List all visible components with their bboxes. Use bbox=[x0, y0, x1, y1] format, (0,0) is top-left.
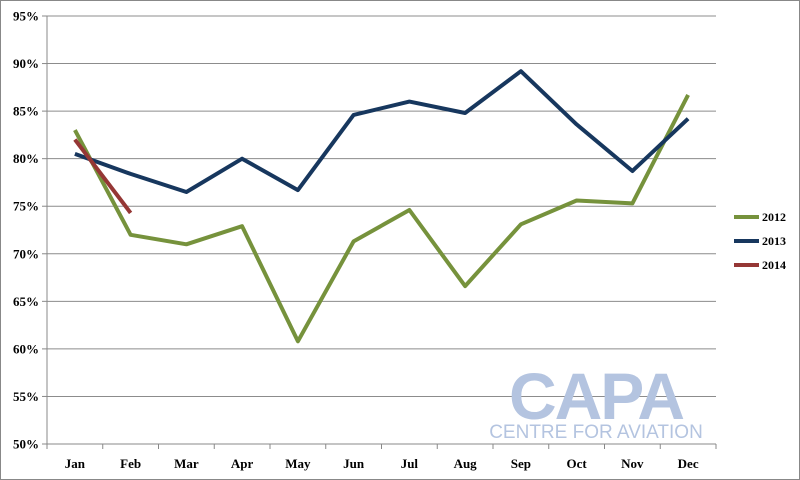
legend: 2012 2013 2014 bbox=[734, 210, 786, 272]
y-tick-label: 75% bbox=[13, 199, 39, 214]
watermark-logo: CAPA bbox=[509, 359, 683, 433]
x-tick-label: Oct bbox=[567, 456, 588, 471]
y-tick-label: 70% bbox=[13, 246, 39, 261]
y-tick-label: 65% bbox=[13, 294, 39, 309]
x-tick-label: May bbox=[285, 456, 311, 471]
y-tick-label: 80% bbox=[13, 151, 39, 166]
gridlines bbox=[47, 15, 716, 397]
series-line-2012 bbox=[73, 93, 690, 344]
y-tick-label: 85% bbox=[13, 104, 39, 119]
y-tick-label: 60% bbox=[13, 341, 39, 356]
x-tick-label: Jul bbox=[401, 456, 419, 471]
series-line-2013 bbox=[74, 69, 690, 194]
x-tick-label: Jun bbox=[343, 456, 365, 471]
y-tick-label: 50% bbox=[13, 437, 39, 452]
x-tick-label: Apr bbox=[231, 456, 254, 471]
legend-label-2014: 2014 bbox=[762, 258, 786, 272]
y-axis-ticks: 50% 55% 60% 65% 70% 75% 80% 85% 90% 95% bbox=[13, 9, 47, 452]
y-tick-label: 95% bbox=[13, 9, 39, 24]
x-tick-label: Mar bbox=[174, 456, 199, 471]
x-tick-label: Dec bbox=[678, 456, 699, 471]
y-tick-label: 90% bbox=[13, 56, 39, 71]
x-tick-label: Jan bbox=[65, 456, 86, 471]
y-tick-label: 55% bbox=[13, 389, 39, 404]
x-axis-ticks: Jan Feb Mar Apr May Jun Jul Aug Sep Oct Nov Dec bbox=[46, 444, 717, 471]
x-tick-label: Sep bbox=[511, 456, 531, 471]
series-line-2014 bbox=[73, 138, 133, 215]
legend-label-2013: 2013 bbox=[762, 234, 786, 248]
legend-label-2012: 2012 bbox=[762, 210, 786, 224]
x-tick-label: Aug bbox=[454, 456, 478, 471]
watermark-tagline: CENTRE FOR AVIATION bbox=[489, 422, 703, 443]
capa-watermark: CAPA CENTRE FOR AVIATION bbox=[489, 359, 703, 443]
x-tick-label: Feb bbox=[120, 456, 141, 471]
x-tick-label: Nov bbox=[621, 456, 644, 471]
series-lines bbox=[73, 69, 690, 344]
